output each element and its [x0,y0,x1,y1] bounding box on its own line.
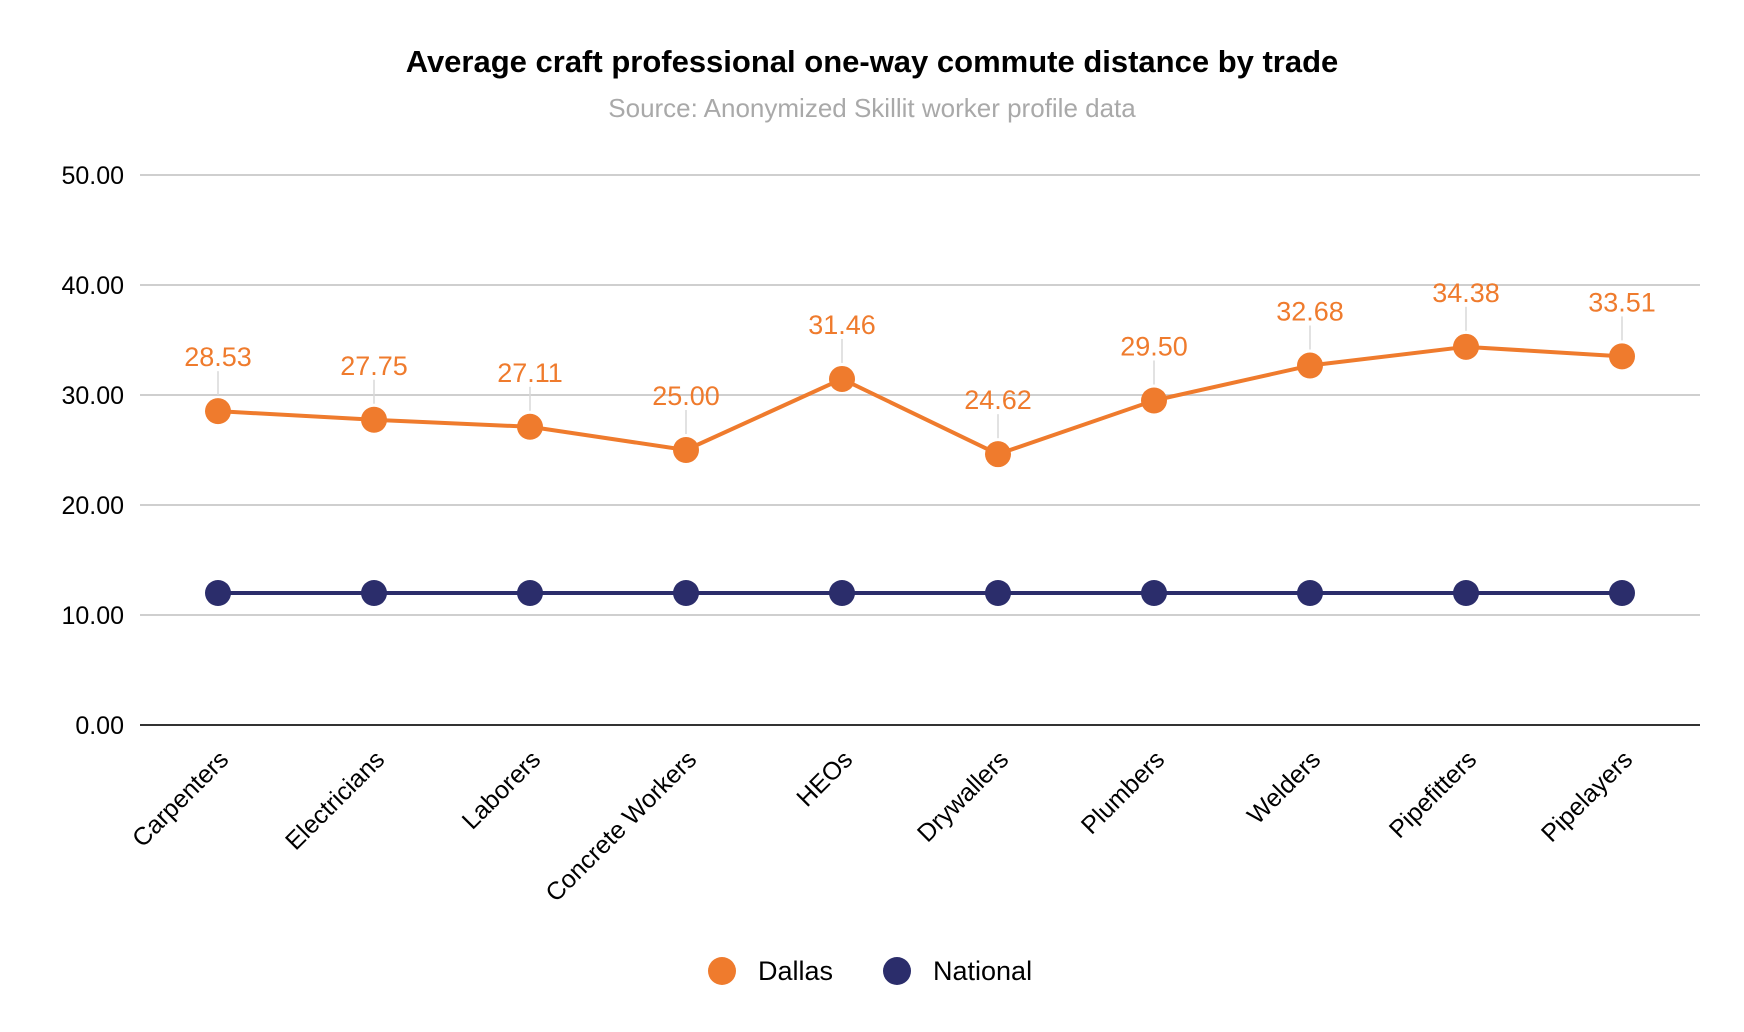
y-tick-label: 0.00 [75,712,124,740]
chart-subtitle: Source: Anonymized Skillit worker profil… [608,93,1136,123]
y-tick-label: 30.00 [61,382,124,410]
data-point-dallas[interactable] [829,365,855,392]
plot-area: 28.53 27.75 27.11 25.00 31.46 24.62 29.50 32.68… [184,278,1656,606]
y-tick-label: 40.00 [61,272,124,300]
data-point-national[interactable] [361,580,387,606]
series-national [205,580,1635,606]
data-point-national[interactable] [1453,580,1479,606]
data-point-national[interactable] [985,580,1011,606]
series-dallas: 28.53 27.75 27.11 25.00 31.46 24.62 29.50 32.68… [184,278,1656,468]
data-point-national[interactable] [1141,580,1167,606]
data-point-dallas[interactable] [1297,352,1323,379]
y-axis: 0.00 10.00 20.00 30.00 40.00 50.00 [61,162,124,740]
data-point-national[interactable] [1297,580,1323,606]
y-tick-label: 50.00 [61,162,124,190]
data-point-national[interactable] [829,580,855,606]
legend[interactable]: Dallas National [708,956,1032,986]
data-label: 27.75 [340,351,408,381]
x-tick-label: Plumbers [1076,745,1170,839]
data-label: 24.62 [964,385,1032,415]
data-label: 34.38 [1432,278,1500,308]
data-point-dallas[interactable] [985,441,1011,468]
chart-title: Average craft professional one-way commu… [406,44,1339,79]
data-point-national[interactable] [517,580,543,606]
data-label: 28.53 [184,342,252,372]
data-point-dallas[interactable] [517,413,543,440]
x-tick-label: Welders [1242,745,1326,829]
data-point-dallas[interactable] [1453,333,1479,360]
legend-label: Dallas [758,956,833,986]
legend-marker [883,957,911,985]
data-point-dallas[interactable] [673,437,699,463]
y-tick-label: 10.00 [61,602,124,630]
data-point-dallas[interactable] [361,406,387,433]
data-point-national[interactable] [205,580,231,606]
data-label: 33.51 [1588,287,1656,317]
legend-marker [708,957,736,985]
x-tick-label: Laborers [457,745,547,835]
legend-item-national[interactable]: National [883,956,1032,986]
x-tick-label: Electricians [280,745,390,855]
data-label: 25.00 [652,381,720,411]
data-point-dallas[interactable] [205,398,231,425]
data-point-national[interactable] [1609,580,1635,606]
data-point-national[interactable] [673,580,699,606]
x-tick-label: Drywallers [912,745,1014,847]
legend-item-dallas[interactable]: Dallas [708,956,833,986]
x-tick-label: Pipefitters [1384,745,1482,843]
x-tick-label: Carpenters [127,745,234,852]
x-tick-label: Concrete Workers [540,745,702,907]
data-label: 29.50 [1120,332,1188,362]
data-point-dallas[interactable] [1609,343,1635,370]
series-line-dallas [217,344,1623,457]
y-tick-label: 20.00 [61,492,124,520]
data-label: 32.68 [1276,297,1344,327]
data-point-dallas[interactable] [1141,387,1167,414]
gridlines [140,174,1700,726]
data-label: 31.46 [808,310,876,340]
x-tick-label: Pipelayers [1536,745,1638,847]
x-tick-label: HEOs [791,745,858,812]
legend-label: National [933,956,1032,986]
data-label: 27.11 [497,358,563,388]
